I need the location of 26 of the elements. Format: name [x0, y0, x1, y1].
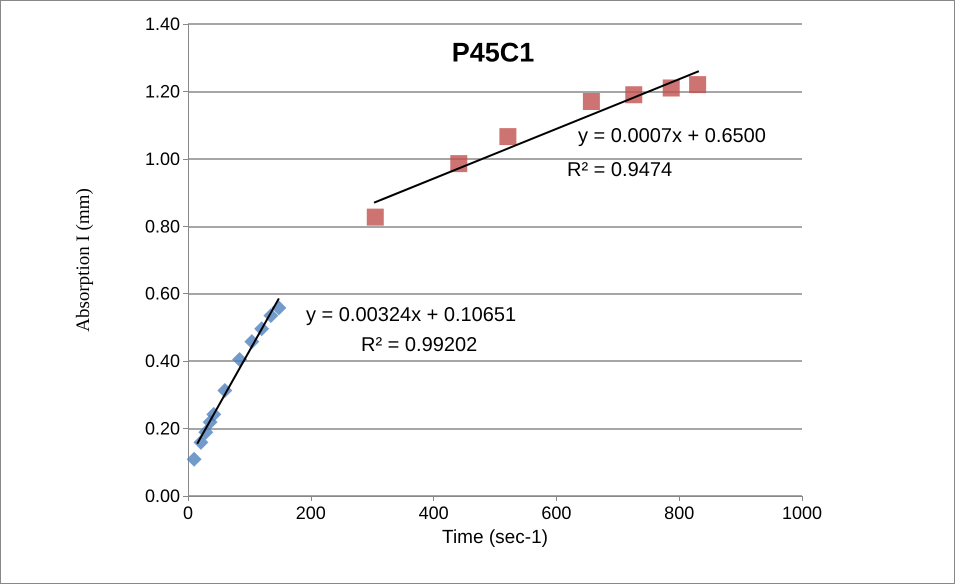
annotation: y = 0.0007x + 0.6500: [578, 125, 766, 147]
y-tick-label: 1.00: [144, 148, 180, 169]
x-tick-label: 600: [541, 503, 572, 523]
x-tick-label: 1000: [782, 503, 822, 523]
annotation: R² = 0.99202: [361, 334, 478, 356]
point: [582, 93, 600, 110]
x-axis-title: Time (sec-1): [442, 527, 548, 548]
text: P45C1: [452, 38, 534, 68]
annotation: y = 0.00324x + 0.10651: [306, 304, 516, 326]
y-axis-title: Absorption I (mm): [73, 188, 94, 332]
y-tick-label: 1.40: [144, 14, 180, 34]
y-tick-label: 0.60: [144, 284, 180, 304]
y-tick-label: 0.00: [144, 486, 180, 506]
y-tick-label: 0.80: [144, 216, 180, 236]
x-tick-label: 400: [418, 503, 449, 523]
y-tick-label: 1.20: [144, 81, 180, 102]
y-tick-label: 0.20: [144, 418, 180, 439]
x-tick-label: 800: [664, 503, 694, 523]
x-tick-label: 200: [296, 503, 326, 523]
y-tick-label: 0.40: [144, 351, 180, 372]
point: [499, 128, 516, 146]
x-tick-label: 0: [182, 503, 194, 523]
point: [186, 452, 202, 467]
point: [366, 208, 384, 226]
point: [689, 76, 706, 94]
annotation: R² = 0.9474: [567, 159, 672, 181]
